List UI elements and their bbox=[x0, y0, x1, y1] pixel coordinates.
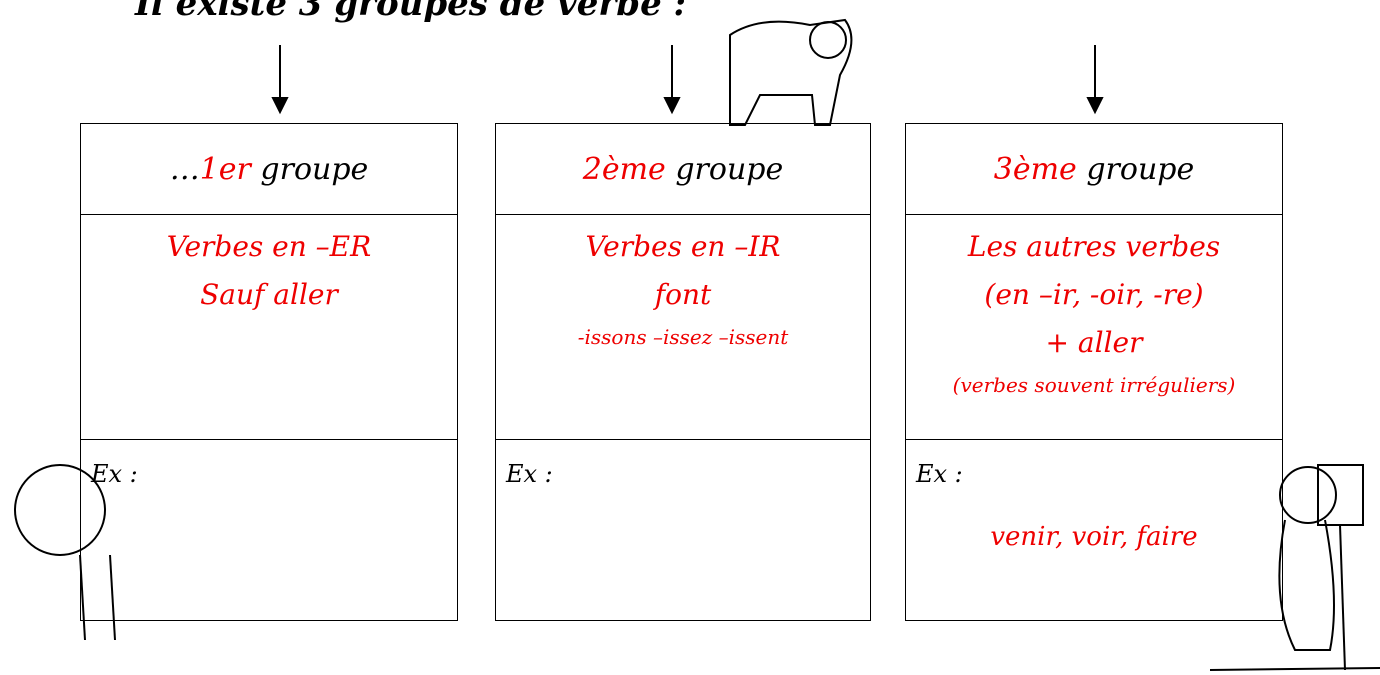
rule-line: (verbes souvent irréguliers) bbox=[952, 373, 1236, 397]
group-number: 1er bbox=[199, 151, 251, 187]
group-header: … 1er groupe bbox=[81, 124, 457, 215]
examples-cell: Ex : bbox=[496, 440, 870, 620]
rule-line: Verbes en –IR bbox=[585, 230, 781, 263]
rule-line: Verbes en –ER bbox=[166, 230, 372, 263]
group-box: 3ème groupe Les autres verbes (en –ir, -oi… bbox=[905, 123, 1283, 621]
rule-line: (en –ir, -oir, -re) bbox=[984, 278, 1204, 311]
example-label: Ex : bbox=[916, 460, 963, 488]
spacer bbox=[666, 152, 676, 187]
group-rule: Les autres verbes (en –ir, -oir, -re) + al… bbox=[906, 215, 1282, 440]
group-rule: Verbes en –IR font -issons –issez –issent bbox=[496, 215, 870, 440]
group-box: 2ème groupe Verbes en –IR font -issons –iss… bbox=[495, 123, 871, 621]
group-word: groupe bbox=[675, 151, 784, 187]
group-rule: Verbes en –ER Sauf aller bbox=[81, 215, 457, 440]
group-word: groupe bbox=[1086, 151, 1195, 187]
example-label: Ex : bbox=[506, 460, 553, 488]
group-number: 3ème bbox=[993, 151, 1077, 187]
header-prefix: … bbox=[169, 151, 200, 187]
group-word: groupe bbox=[260, 151, 369, 187]
examples-cell: Ex : bbox=[81, 440, 457, 620]
rule-line: + aller bbox=[1045, 326, 1143, 359]
rule-line: font bbox=[654, 278, 712, 311]
examples-cell: Ex : venir, voir, faire bbox=[906, 440, 1282, 620]
group-header: 2ème groupe bbox=[496, 124, 870, 215]
spacer bbox=[251, 152, 261, 187]
rule-line: Sauf aller bbox=[200, 278, 338, 311]
group-number: 2ème bbox=[582, 151, 666, 187]
spacer bbox=[1077, 152, 1087, 187]
rule-line: Les autres verbes bbox=[967, 230, 1221, 263]
title: Il existe 3 groupes de verbe : bbox=[135, 0, 687, 24]
group-box: … 1er groupe Verbes en –ER Sauf aller Ex : bbox=[80, 123, 458, 621]
example-list: venir, voir, faire bbox=[990, 522, 1198, 552]
example-label: Ex : bbox=[91, 460, 138, 488]
rule-line: -issons –issez –issent bbox=[577, 325, 789, 349]
group-header: 3ème groupe bbox=[906, 124, 1282, 215]
